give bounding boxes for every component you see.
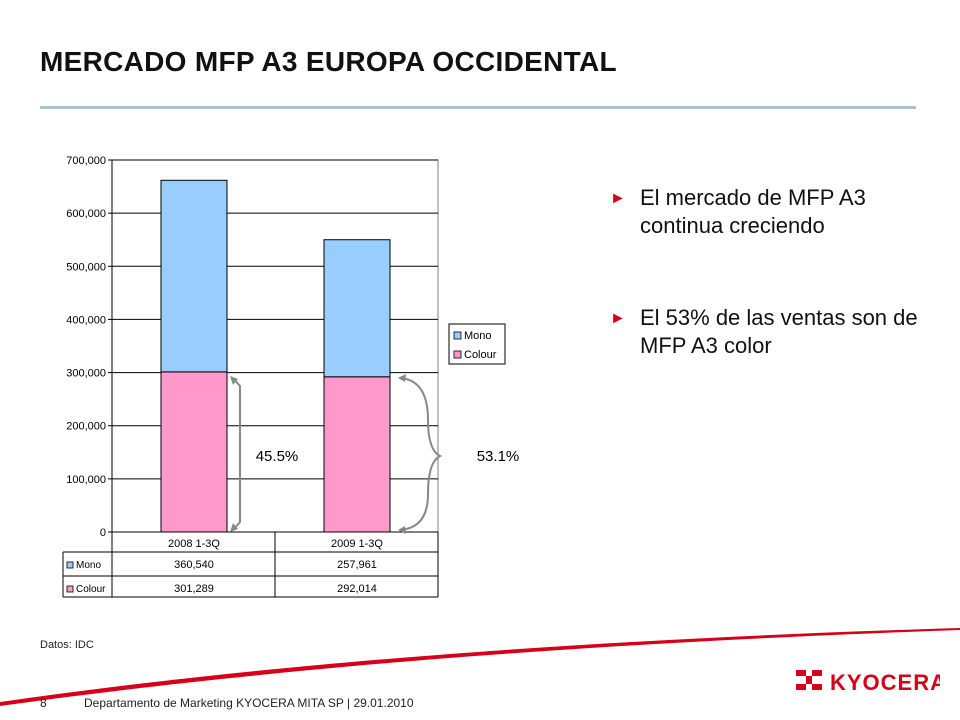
page-title: MERCADO MFP A3 EUROPA OCCIDENTAL — [40, 46, 617, 77]
y-tick-label: 300,000 — [66, 368, 106, 380]
table-legend-swatch — [66, 585, 74, 593]
legend-swatch — [453, 331, 462, 340]
y-tick-label: 700,000 — [66, 155, 106, 167]
y-tick-label: 400,000 — [66, 314, 106, 326]
bar-colour — [160, 371, 228, 533]
data-source-note: Datos: IDC — [40, 639, 94, 651]
bullet-arrow-icon: ► — [610, 310, 626, 327]
bullet-text: El 53% de las ventas son de MFP A3 color — [640, 305, 918, 358]
bullet-text: El mercado de MFP A3 continua creciendo — [640, 185, 866, 238]
kyocera-logo-mark — [796, 670, 822, 690]
y-tick-label: 0 — [100, 527, 106, 539]
legend-label: Colour — [464, 349, 497, 361]
table-cell-value: 257,961 — [337, 559, 377, 571]
table-row-label: Colour — [76, 584, 106, 595]
annotation-colour-share-2009: 53.1% — [477, 448, 520, 465]
table-cell-value: 360,540 — [174, 559, 214, 571]
legend-swatch — [453, 350, 462, 359]
bracket-arrowhead — [398, 526, 406, 534]
page-number: 8 — [40, 696, 47, 710]
bracket-2009 — [399, 377, 443, 531]
bullet-arrow-icon: ► — [610, 190, 626, 207]
bar-mono — [160, 179, 228, 373]
bullet-list: ► El mercado de MFP A3 continua creciend… — [610, 184, 940, 424]
bar-colour — [323, 376, 391, 533]
x-category-label: 2008 1-3Q — [168, 538, 220, 550]
bullet-item: ► El mercado de MFP A3 continua creciend… — [610, 184, 940, 240]
y-tick-label: 200,000 — [66, 421, 106, 433]
annotation-colour-share-2008: 45.5% — [256, 448, 299, 465]
bracket-arrowhead — [230, 523, 238, 532]
table-legend-swatch — [66, 561, 74, 569]
footer: 8 Departamento de Marketing KYOCERA MITA … — [40, 696, 414, 710]
bullet-item: ► El 53% de las ventas son de MFP A3 col… — [610, 304, 940, 360]
y-tick-label: 600,000 — [66, 208, 106, 220]
y-tick-label: 100,000 — [66, 474, 106, 486]
legend-label: Mono — [464, 330, 492, 342]
table-row-label: Mono — [76, 560, 101, 571]
table-cell-value: 301,289 — [174, 583, 214, 595]
y-tick-label: 500,000 — [66, 261, 106, 273]
kyocera-logo: KYOCERA — [796, 670, 940, 695]
table-cell-value: 292,014 — [337, 583, 377, 595]
footer-text: Departamento de Marketing KYOCERA MITA S… — [84, 696, 414, 710]
x-category-label: 2009 1-3Q — [331, 538, 383, 550]
bracket-arrowhead — [230, 376, 238, 385]
bracket-2008 — [232, 377, 241, 531]
kyocera-logo-text: KYOCERA — [830, 670, 940, 695]
bracket-arrowhead — [398, 374, 406, 382]
bar-mono — [323, 239, 391, 378]
title-divider — [40, 106, 916, 109]
